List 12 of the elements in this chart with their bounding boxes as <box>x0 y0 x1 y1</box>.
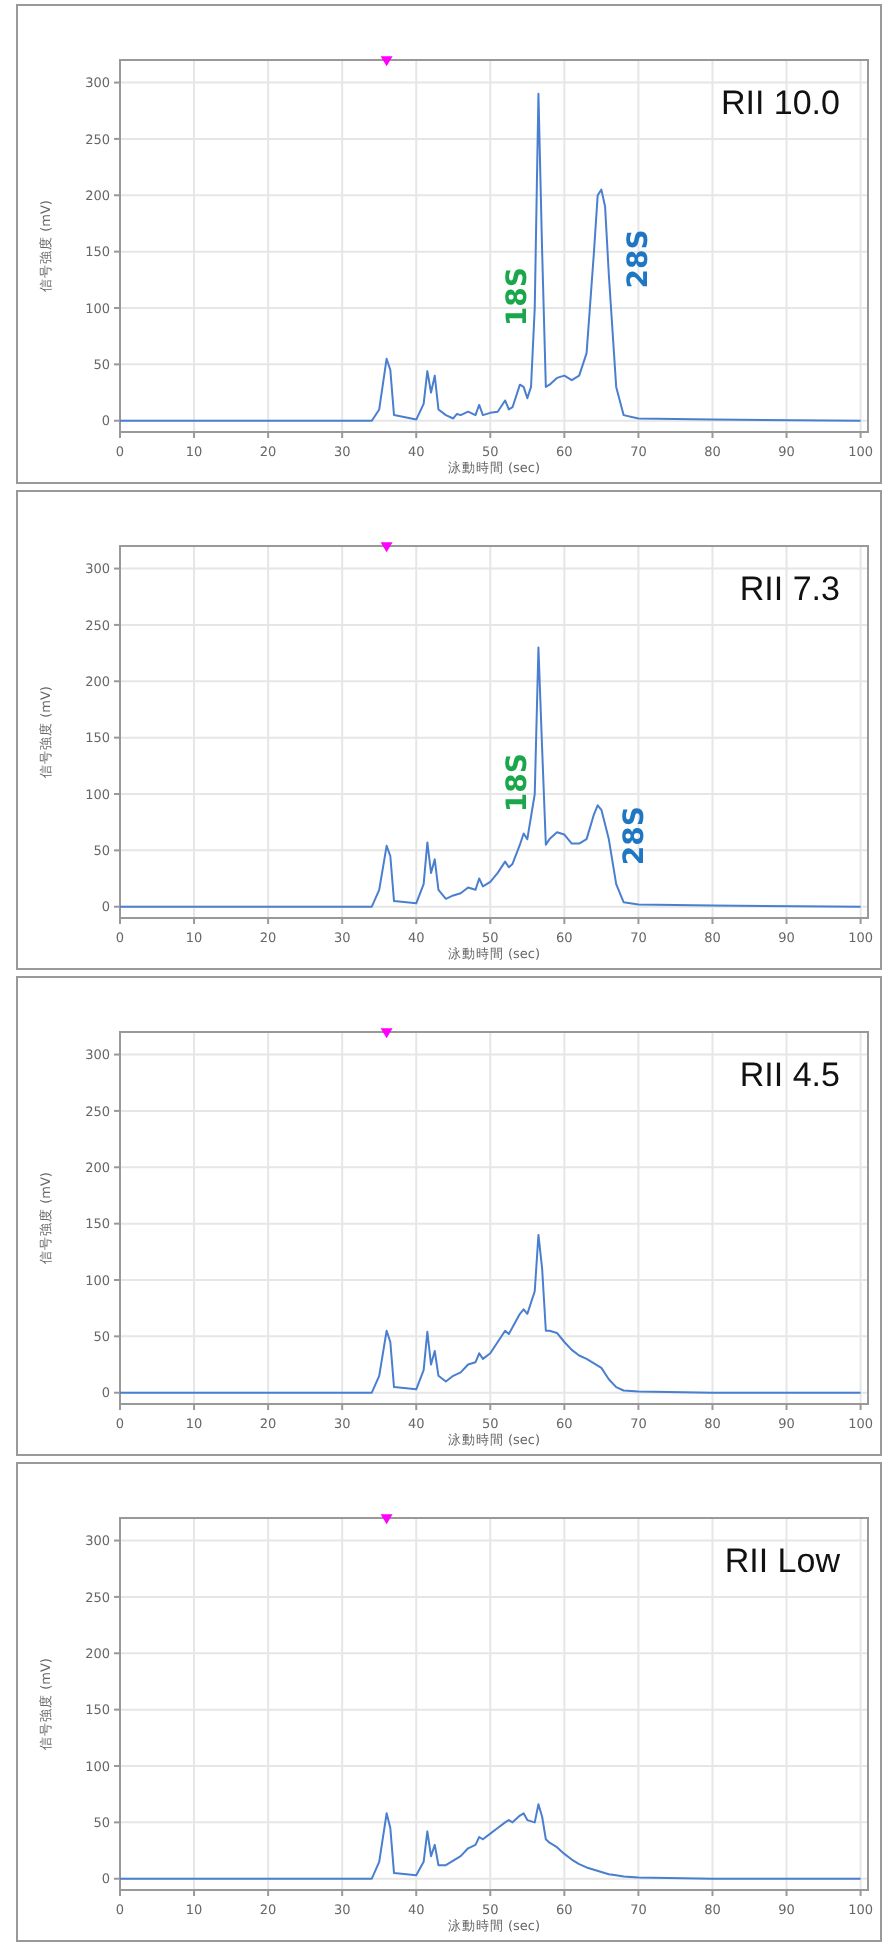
line-series <box>120 646 862 908</box>
annotation: 18S <box>502 753 535 813</box>
annotation: 18S <box>502 267 535 327</box>
line-series <box>120 1233 862 1394</box>
line-series <box>120 1803 862 1880</box>
annotation: 28S <box>619 806 652 866</box>
text: RII 10.0 <box>720 84 840 122</box>
line-series <box>120 92 862 422</box>
text: RII 4.5 <box>739 1056 840 1094</box>
text: RII Low <box>724 1542 842 1580</box>
annotation: 28S <box>623 229 656 289</box>
text: RII 7.3 <box>739 570 840 608</box>
